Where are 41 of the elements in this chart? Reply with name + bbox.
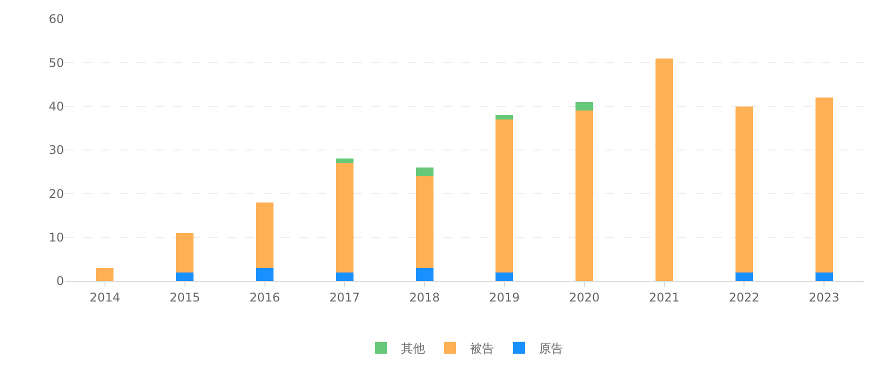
- bar: [496, 272, 514, 281]
- legend-label: 被告: [470, 342, 494, 356]
- x-tick-label: 2015: [170, 290, 200, 304]
- bar: [735, 272, 753, 281]
- bar: [815, 98, 833, 272]
- bar: [815, 272, 833, 281]
- bar: [336, 158, 354, 164]
- bar: [416, 268, 434, 281]
- x-tick-label: 2018: [409, 290, 440, 304]
- legend-label: 原告: [539, 342, 563, 356]
- bar: [496, 115, 514, 120]
- y-tick-label: 10: [48, 230, 64, 245]
- bar: [576, 110, 594, 281]
- x-tick-label: 2020: [569, 290, 600, 304]
- bar: [336, 163, 354, 272]
- y-tick-label: 50: [48, 56, 64, 70]
- x-tick-label: 2014: [90, 290, 120, 304]
- bar: [576, 102, 594, 111]
- bar: [256, 268, 274, 281]
- y-tick-label: 40: [48, 100, 64, 114]
- bar: [416, 167, 434, 176]
- x-tick-label: 2023: [808, 290, 840, 304]
- x-tick-label: 2017: [329, 290, 360, 304]
- bar: [655, 58, 674, 281]
- bar: [735, 106, 753, 272]
- y-tick-label: 30: [48, 143, 64, 158]
- y-tick-label: 60: [48, 12, 64, 26]
- y-tick-label: 20: [48, 186, 64, 201]
- bar: [496, 119, 514, 272]
- x-tick-label: 2019: [489, 290, 520, 304]
- bar: [176, 232, 194, 272]
- bar: [176, 272, 194, 281]
- legend-label: 其他: [401, 342, 425, 356]
- x-tick-label: 2021: [648, 290, 680, 304]
- x-tick-label: 2016: [249, 290, 280, 304]
- y-tick-label: 0: [56, 274, 64, 288]
- bar: [336, 272, 354, 281]
- bar: [256, 202, 274, 268]
- x-tick-label: 2022: [728, 290, 760, 304]
- bar: [96, 268, 114, 281]
- bar: [416, 176, 434, 268]
